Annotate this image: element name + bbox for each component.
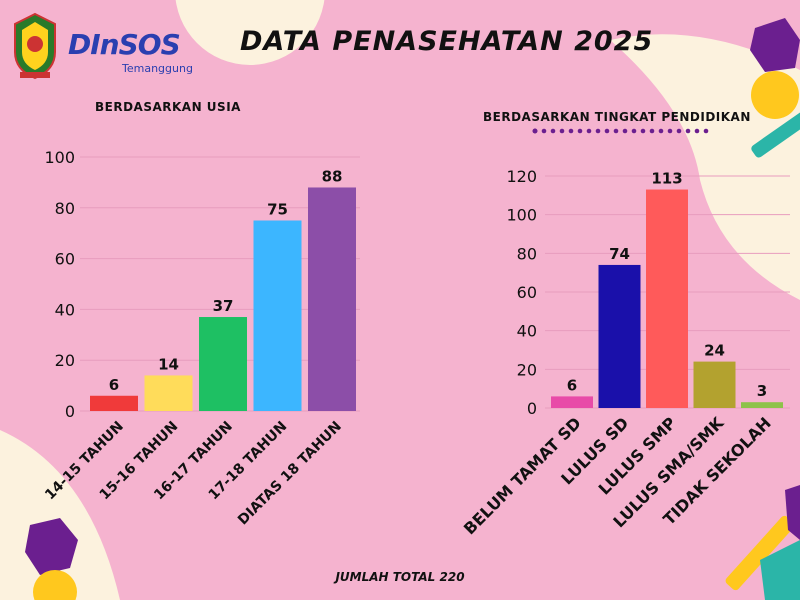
edu-ytick-label: 40: [517, 322, 537, 341]
age-data-label: 14: [158, 355, 179, 373]
age-bar: [144, 375, 193, 411]
edu-data-label: 113: [651, 170, 682, 188]
deco-yellow-circle-top: [751, 71, 799, 119]
age-data-label: 6: [109, 376, 119, 394]
deco-teal-bar: [751, 109, 800, 158]
age-ytick-label: 100: [44, 148, 75, 167]
edu-ytick-label: 100: [506, 206, 537, 225]
underline-dot: [541, 128, 547, 134]
underline-dot: [622, 128, 628, 134]
underline-dot: [532, 128, 538, 134]
deco-yellow-circle-bottom: [33, 570, 77, 600]
underline-dot: [703, 128, 709, 134]
dinsos-logo: DInSOS: [68, 28, 181, 61]
edu-bar: [598, 264, 641, 408]
page-title: DATA PENASEHATAN 2025: [240, 26, 654, 57]
edu-ytick-label: 20: [517, 360, 537, 379]
edu-ytick-label: 0: [527, 399, 537, 418]
edu-bar: [741, 402, 783, 408]
deco-purple-hexagon-right: [785, 485, 800, 540]
underline-dot: [649, 128, 655, 134]
age-bar: [90, 395, 138, 411]
age-ytick-label: 20: [55, 351, 75, 370]
chart-subtitle-education: BERDASARKAN TINGKAT PENDIDIKAN: [483, 110, 751, 124]
underline-dot: [559, 128, 565, 134]
underline-dot: [604, 128, 610, 134]
edu-data-label: 3: [757, 382, 767, 400]
age-data-label: 37: [213, 297, 234, 315]
underline-dot: [685, 128, 691, 134]
edu-data-label: 6: [567, 376, 577, 394]
underline-dot: [631, 128, 637, 134]
edu-ytick-label: 60: [517, 283, 537, 302]
underline-dot: [640, 128, 646, 134]
edu-ytick-label: 120: [506, 167, 537, 186]
underline-dot: [613, 128, 619, 134]
edu-bar: [551, 396, 593, 408]
age-bar: [308, 187, 356, 411]
underline-dot: [595, 128, 601, 134]
deco-purple-hexagon-bottom: [25, 518, 78, 575]
chart-subtitle-age: BERDASARKAN USIA: [95, 100, 241, 114]
logo-subtitle: Temanggung: [122, 62, 193, 75]
edu-data-label: 24: [704, 342, 725, 360]
age-ytick-label: 80: [55, 199, 75, 218]
temanggung-emblem-icon: [14, 12, 56, 80]
underline-dot: [577, 128, 583, 134]
underline-dot: [568, 128, 574, 134]
age-ytick-label: 40: [55, 300, 75, 319]
edu-bar: [693, 361, 736, 408]
age-bar: [253, 220, 302, 411]
underline-dot: [586, 128, 592, 134]
age-data-label: 75: [267, 201, 288, 219]
age-bar: [199, 317, 247, 411]
age-ytick-label: 60: [55, 250, 75, 269]
deco-teal-shape: [760, 540, 800, 600]
underline-dot: [667, 128, 673, 134]
deco-purple-hexagon-top: [750, 18, 800, 72]
underline-dot: [658, 128, 664, 134]
edu-ytick-label: 80: [517, 244, 537, 263]
edu-data-label: 74: [609, 245, 630, 263]
underline-dot: [550, 128, 556, 134]
deco-yellow-bar: [725, 515, 795, 591]
total-label: JUMLAH TOTAL 220: [335, 570, 465, 584]
underline-dot: [694, 128, 700, 134]
age-ytick-label: 0: [65, 402, 75, 421]
edu-bar: [646, 189, 688, 408]
deco-cream-blob-top: [175, 0, 325, 65]
age-data-label: 88: [322, 167, 343, 185]
underline-dot: [676, 128, 682, 134]
